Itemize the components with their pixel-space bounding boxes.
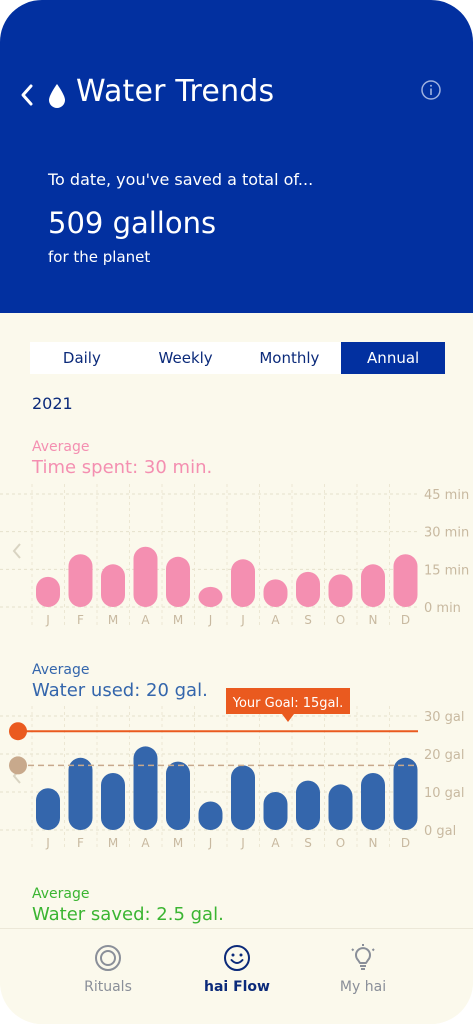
bar-a-7 xyxy=(263,792,288,830)
average-marker xyxy=(9,756,27,775)
time-average-caption: Average xyxy=(32,439,90,455)
bar-a-3 xyxy=(133,746,158,830)
smiley-icon xyxy=(224,945,250,971)
bar-j-6 xyxy=(231,765,255,830)
goal-tooltip-pointer xyxy=(282,714,294,722)
bar-a-7 xyxy=(263,579,288,607)
bar-m-4 xyxy=(166,556,190,607)
lightbulb-icon xyxy=(351,944,375,970)
period-tabs: Daily Weekly Monthly Annual xyxy=(30,342,445,374)
bar-a-3 xyxy=(133,546,158,607)
bar-j-5 xyxy=(198,586,223,607)
x-tick-label: F xyxy=(77,613,84,627)
y-tick-label: 45 min xyxy=(424,488,469,503)
goal-tooltip-box xyxy=(226,688,350,714)
back-chevron-icon[interactable] xyxy=(14,80,42,110)
y-tick-label: 0 min xyxy=(424,601,461,616)
tab-annual[interactable]: Annual xyxy=(341,342,445,374)
y-tick-label: 15 min xyxy=(424,563,469,578)
x-tick-label: F xyxy=(77,836,84,850)
bar-j-0 xyxy=(36,788,60,830)
x-tick-label: O xyxy=(336,613,345,627)
x-tick-label: J xyxy=(240,613,245,627)
x-tick-label: D xyxy=(401,836,410,850)
bar-n-10 xyxy=(361,773,385,830)
saved-average-value: Water saved: 2.5 gal. xyxy=(32,904,224,925)
y-tick-label: 30 min xyxy=(424,526,469,541)
bar-n-10 xyxy=(361,564,385,607)
x-tick-label: J xyxy=(240,836,245,850)
x-tick-label: M xyxy=(108,836,118,850)
nav-my-hai[interactable]: My hai xyxy=(308,943,418,995)
x-tick-label: A xyxy=(271,613,280,627)
nav-rituals[interactable]: Rituals xyxy=(53,943,163,995)
water-drop-icon xyxy=(49,84,65,108)
bar-s-8 xyxy=(296,571,320,607)
x-tick-label: O xyxy=(336,836,345,850)
bottom-nav: Rituals hai Flow My hai xyxy=(0,928,473,1024)
bar-j-0 xyxy=(36,576,60,607)
saved-average-caption: Average xyxy=(32,886,90,902)
nav-hai-flow[interactable]: hai Flow xyxy=(182,943,292,995)
tab-weekly[interactable]: Weekly xyxy=(158,349,213,367)
y-tick-label: 30 gal xyxy=(424,710,465,725)
bar-m-4 xyxy=(166,761,190,830)
savings-caption: for the planet xyxy=(48,248,151,266)
savings-total: 509 gallons xyxy=(48,206,217,240)
y-tick-label: 0 gal xyxy=(424,824,456,839)
year-label: 2021 xyxy=(32,394,73,413)
bar-o-9 xyxy=(328,574,353,607)
bar-s-8 xyxy=(296,780,320,830)
time-spent-chart: J F M A M J J A S O N D 45 min 30 min 15 min 0 min xyxy=(0,484,469,627)
bar-d-11 xyxy=(393,757,418,830)
x-tick-label: A xyxy=(141,613,150,627)
x-tick-label: A xyxy=(141,836,150,850)
bar-d-11 xyxy=(393,554,418,607)
bar-j-6 xyxy=(231,559,255,607)
tab-daily[interactable]: Daily xyxy=(62,349,101,367)
time-average-value: Time spent: 30 min. xyxy=(32,457,213,478)
left-chevron-icon xyxy=(12,543,21,559)
x-tick-label: S xyxy=(304,613,312,627)
x-tick-label: M xyxy=(173,836,183,850)
bar-m-2 xyxy=(101,773,125,830)
water-used-chart: J F M A M J J A S O N D 30 gal 20 gal 10 gal 0 gal Your … xyxy=(0,688,465,850)
x-tick-label: J xyxy=(208,613,213,627)
goal-tooltip-label: Your Goal: 15gal. xyxy=(232,696,344,711)
bar-o-9 xyxy=(328,784,353,830)
nav-my-hai-label: My hai xyxy=(339,979,387,995)
header: Water Trends To date, you've saved a tot… xyxy=(0,0,473,313)
y-tick-label: 20 gal xyxy=(424,748,465,763)
water-average-value: Water used: 20 gal. xyxy=(32,680,208,701)
bar-j-5 xyxy=(198,801,223,830)
x-tick-label: D xyxy=(401,613,410,627)
page-title: Water Trends xyxy=(76,74,275,109)
rituals-icon xyxy=(95,945,121,971)
water-average-caption: Average xyxy=(32,662,90,678)
x-tick-label: J xyxy=(45,613,50,627)
nav-rituals-label: Rituals xyxy=(84,979,132,995)
tab-monthly[interactable]: Monthly xyxy=(259,349,320,367)
nav-hai-flow-label: hai Flow xyxy=(203,979,270,995)
x-tick-label: J xyxy=(45,836,50,850)
bar-m-2 xyxy=(101,564,125,607)
x-tick-label: A xyxy=(271,836,280,850)
x-tick-label: J xyxy=(208,836,213,850)
x-tick-label: S xyxy=(304,836,312,850)
bar-f-1 xyxy=(68,554,93,607)
x-tick-label: M xyxy=(108,613,118,627)
savings-subtitle: To date, you've saved a total of... xyxy=(48,170,314,189)
x-tick-label: M xyxy=(173,613,183,627)
bar-f-1 xyxy=(68,757,93,830)
goal-marker xyxy=(9,722,27,741)
y-tick-label: 10 gal xyxy=(424,786,465,801)
info-icon[interactable] xyxy=(420,79,442,101)
x-tick-label: N xyxy=(369,836,378,850)
x-tick-label: N xyxy=(369,613,378,627)
